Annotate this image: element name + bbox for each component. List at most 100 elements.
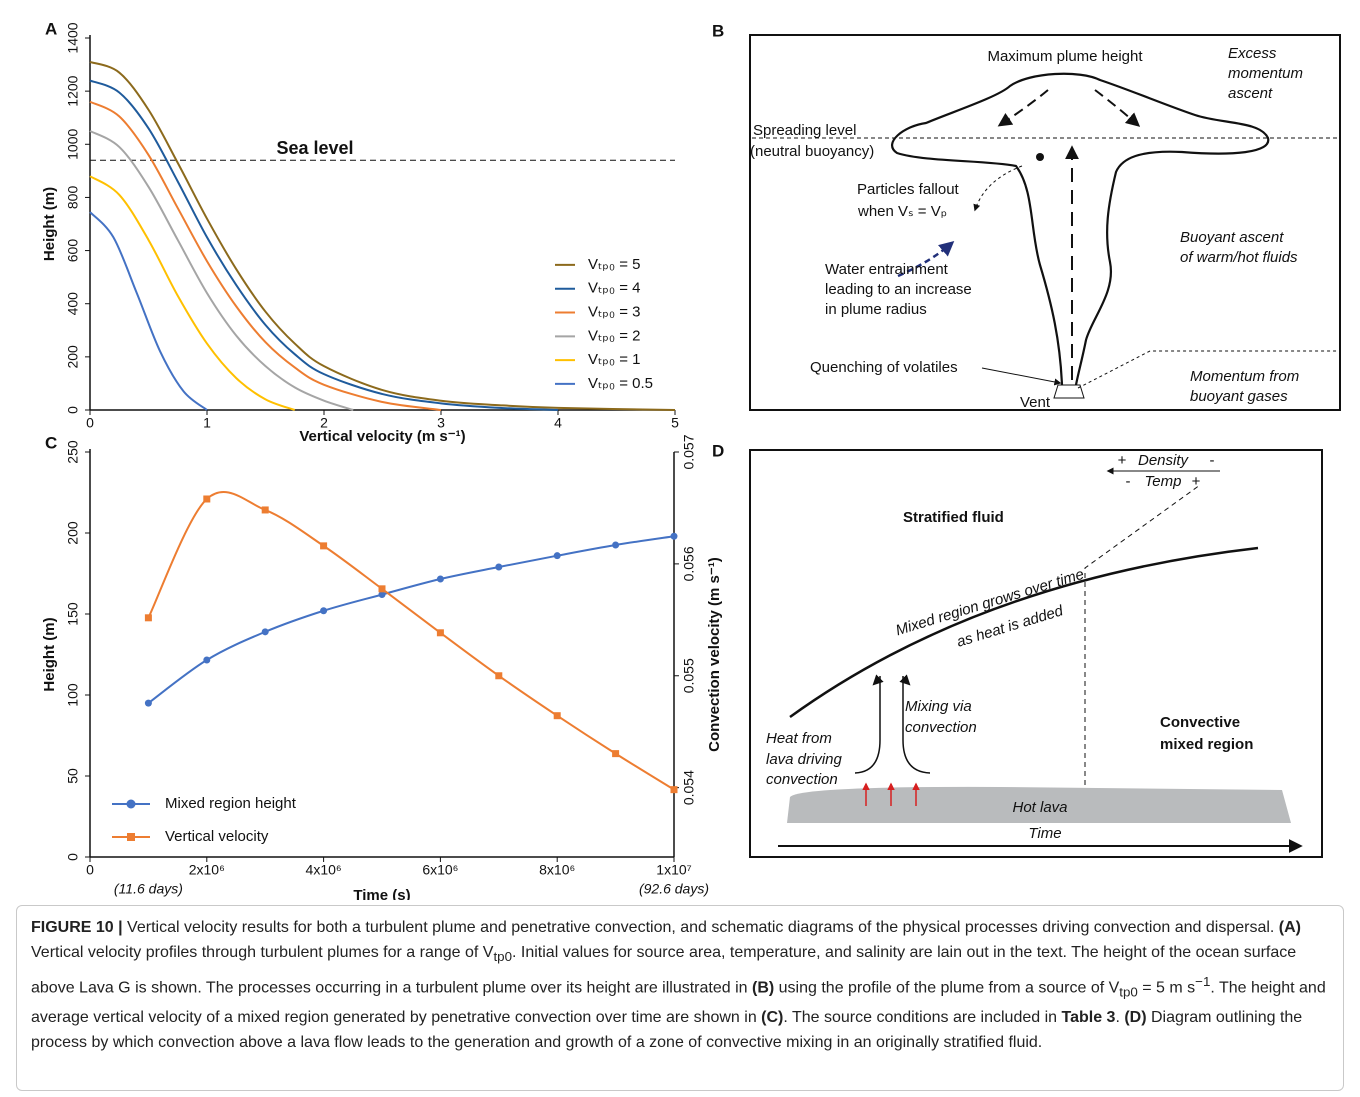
label: Water entrainment [825,261,949,278]
y-tick-label: 200 [65,345,81,369]
x-tick-label: 2x10⁶ [189,862,225,878]
panel-label: A [45,19,57,38]
label: Temp [1145,473,1182,490]
marker [203,495,211,503]
marker [495,563,503,571]
marker [553,712,561,720]
label: Heat from [766,730,832,747]
caption-run: tp0 [493,949,512,965]
caption-run: . [1115,1008,1125,1026]
series-line [147,535,675,704]
quenching-arrow [981,367,1062,386]
label: Vent [1020,394,1051,411]
y-axis-title: Height (m) [41,187,58,261]
label: buoyant gases [1190,388,1288,405]
annotation: (92.6 days) [639,881,709,897]
series-line [89,79,559,411]
marker [320,607,328,615]
legend-label: Vₜₚ₀ = 3 [588,303,641,320]
label: Convective [1160,714,1240,731]
lava [787,786,1291,823]
legend-label: Vₜₚ₀ = 5 [588,256,641,273]
y2-tick-label: 0.057 [681,434,697,469]
marker [495,672,503,680]
label: lava driving [766,751,843,768]
x-tick-label: 5 [671,415,679,431]
y-tick-label: 400 [65,292,81,316]
label: ascent [1228,85,1273,102]
label: - [1126,473,1131,490]
legend-label: Mixed region height [165,795,297,812]
marker [378,591,386,599]
marker [144,699,152,707]
x-tick-label: 4 [554,415,562,431]
label: Momentum from [1190,368,1299,385]
y2-tick-label: 0.054 [681,770,697,805]
caption-run: . The source conditions are included in [783,1008,1062,1026]
label: Spreading level [753,122,856,139]
mixing-plume [854,676,881,774]
marker [553,552,561,560]
series-line [89,175,296,411]
marker [612,750,620,758]
label: + [1118,452,1127,469]
mixed-boundary [789,546,1259,719]
caption-run: Table 3 [1061,1008,1116,1026]
marker [144,614,152,622]
y-tick-label: 250 [65,440,81,464]
y-axis-title: Height (m) [41,617,58,691]
marker [670,786,678,794]
label: of warm/hot fluids [1180,249,1298,266]
marker [261,506,269,514]
y-tick-label: 50 [65,768,81,784]
panel-label: C [45,433,57,452]
entrainment-arrow [897,241,955,278]
label: in plume radius [825,301,927,318]
y-tick-label: 800 [65,186,81,210]
y2-tick-label: 0.056 [681,546,697,581]
marker [261,628,269,636]
y-tick-label: 200 [65,521,81,545]
series-line [147,491,675,791]
caption-run: Diagram outlining the process by which c… [31,1008,1303,1051]
legend-label: Vₜₚ₀ = 0.5 [588,375,653,392]
y2-tick-label: 0.055 [681,658,697,693]
caption-run: using the profile of the plume from a so… [774,979,1120,997]
momentum-leader [1077,350,1338,389]
caption-run: tp0 [1119,984,1138,1000]
caption-run: (A) [1278,919,1301,936]
panel-frame [749,449,1323,858]
panel-label: B [712,21,724,40]
y-tick-label: 1200 [65,75,81,106]
panel-frame [749,34,1341,411]
caption: FIGURE 10 | Vertical velocity results fo… [16,905,1344,1091]
legend-label: Vₜₚ₀ = 2 [588,327,641,344]
legend-label: Vₜₚ₀ = 1 [588,351,641,368]
particle [1036,153,1044,161]
label: Maximum plume height [987,48,1143,65]
marker [612,541,620,549]
series-line [89,60,676,411]
marker [203,656,211,664]
vent [1053,384,1085,399]
label: Time [1028,825,1061,842]
x-tick-label: 3 [437,415,445,431]
leader-line [1084,484,1201,785]
figure: B Maximum plume height Excess momentum a… [41,19,1341,900]
caption-run: (B) [751,979,775,997]
label: momentum [1228,65,1303,82]
x-tick-label: 0 [86,862,94,878]
marker [320,542,328,550]
y-tick-label: 150 [65,602,81,626]
label: Buoyant ascent [1180,229,1284,246]
series-line [89,211,208,411]
y2-axis-title: Convection velocity (m s⁻¹) [706,557,723,752]
y-tick-label: 600 [65,239,81,263]
label: (neutral buoyancy) [750,143,874,160]
mixing-arrow [872,674,884,686]
x-tick-label: 4x10⁶ [306,862,342,878]
marker [436,629,444,637]
legend-marker [126,799,136,809]
spread-arrow-right [1094,89,1141,127]
